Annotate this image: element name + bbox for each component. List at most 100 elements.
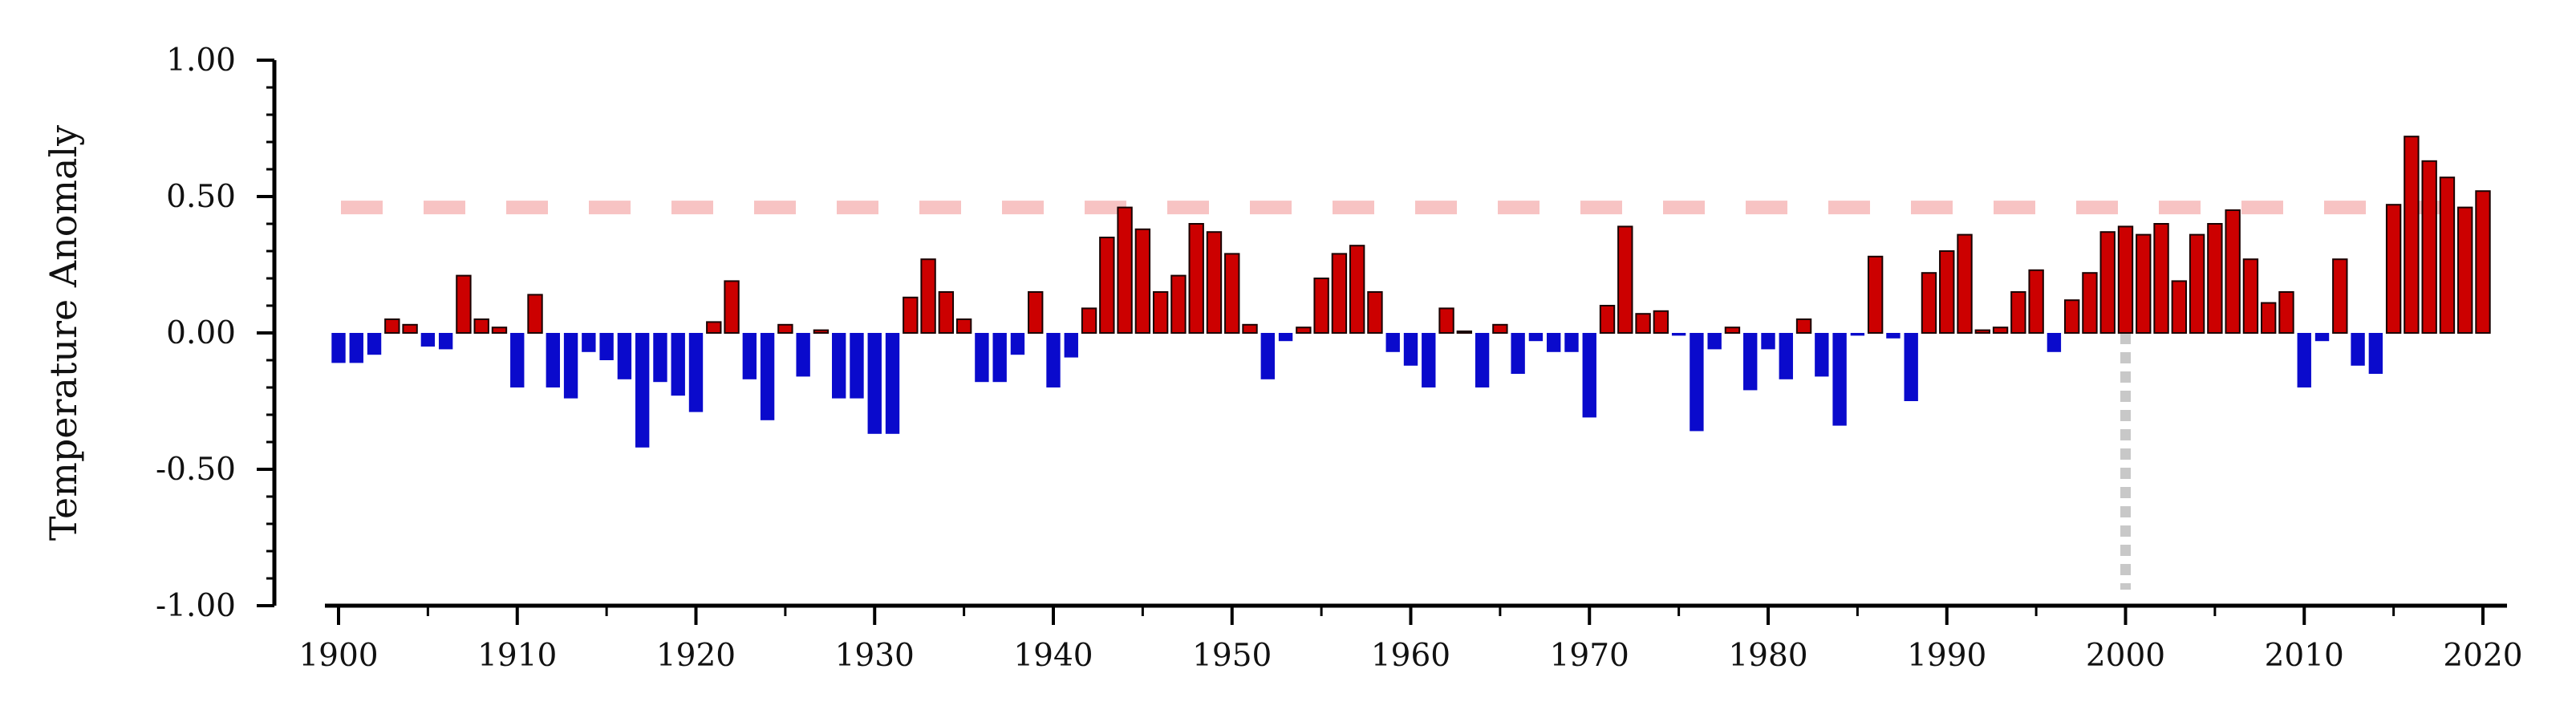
bar-1910: [510, 333, 525, 387]
bar-2015: [2385, 204, 2402, 334]
bar-1915: [599, 333, 614, 360]
bar-1980: [1761, 333, 1775, 350]
bar-1977: [1707, 333, 1722, 350]
bar-1954: [1296, 327, 1312, 335]
bar-2007: [2242, 258, 2259, 335]
bar-1983: [1815, 333, 1829, 377]
bar-1966: [1511, 333, 1525, 374]
bar-1917: [635, 333, 650, 448]
bar-1934: [938, 291, 955, 334]
bar-1964: [1475, 333, 1490, 387]
bar-2004: [2189, 233, 2205, 335]
bar-1958: [1367, 291, 1383, 334]
bar-1976: [1690, 333, 1704, 432]
bar-1986: [1867, 255, 1884, 334]
bar-1999: [2099, 231, 2116, 335]
bar-1984: [1832, 333, 1847, 426]
bar-1911: [527, 294, 543, 334]
bar-2016: [2404, 136, 2420, 334]
bar-1953: [1278, 333, 1293, 342]
bar-1994: [2010, 291, 2026, 334]
bar-2002: [2153, 223, 2169, 334]
bar-1916: [617, 333, 632, 379]
bar-1912: [546, 333, 560, 387]
bar-1937: [992, 333, 1007, 383]
x-tick-label: 1950: [1192, 638, 1272, 674]
bar-1933: [920, 258, 936, 335]
bar-1982: [1795, 318, 1812, 334]
bar-2008: [2261, 302, 2277, 335]
x-tick-label: 1970: [1550, 638, 1629, 674]
bar-2005: [2207, 223, 2223, 334]
bar-1906: [438, 333, 453, 350]
bar-1967: [1528, 333, 1544, 342]
bar-1957: [1349, 245, 1365, 335]
bar-1996: [2047, 333, 2062, 352]
bar-1949: [1206, 231, 1223, 335]
bar-1961: [1422, 333, 1436, 387]
bar-1955: [1313, 278, 1329, 334]
bar-1922: [724, 280, 740, 334]
bar-2009: [2278, 291, 2294, 334]
bar-1965: [1492, 323, 1508, 334]
bar-2001: [2136, 233, 2152, 335]
bar-1936: [975, 333, 989, 383]
bar-1993: [1992, 327, 2009, 335]
x-tick-label: 2020: [2443, 638, 2522, 674]
bar-1913: [563, 333, 578, 399]
bar-2006: [2225, 209, 2241, 334]
x-tick-label: 1900: [298, 638, 378, 674]
bar-1997: [2063, 299, 2080, 335]
bar-1907: [456, 274, 472, 335]
bar-1992: [1974, 329, 1990, 335]
bar-1998: [2082, 272, 2098, 335]
bar-1923: [742, 333, 757, 379]
bar-1924: [760, 333, 775, 420]
bar-1950: [1224, 253, 1240, 334]
bar-2012: [2332, 258, 2348, 335]
bar-1928: [832, 333, 846, 399]
x-tick-label: 1980: [1728, 638, 1807, 674]
bar-2018: [2439, 176, 2456, 334]
bar-1948: [1188, 223, 1204, 334]
bar-1956: [1331, 253, 1348, 334]
bar-1973: [1635, 313, 1651, 335]
bar-2010: [2297, 333, 2311, 387]
bar-1902: [367, 333, 382, 355]
bar-1943: [1099, 237, 1115, 334]
y-tick-label: 0.50: [166, 179, 236, 215]
bar-1975: [1671, 333, 1686, 336]
x-tick-label: 1930: [835, 638, 915, 674]
bar-1970: [1582, 333, 1596, 418]
bar-1987: [1886, 333, 1901, 339]
bar-1920: [688, 333, 704, 412]
bar-1919: [671, 333, 685, 396]
bar-1947: [1170, 274, 1187, 335]
bar-2011: [2314, 333, 2330, 342]
bar-1945: [1134, 228, 1151, 334]
bar-1972: [1617, 225, 1633, 334]
bar-1935: [955, 318, 972, 334]
bar-1990: [1939, 250, 1955, 334]
bar-1979: [1743, 333, 1758, 391]
bar-1905: [420, 333, 436, 347]
bar-2017: [2421, 160, 2437, 334]
bar-1929: [850, 333, 864, 399]
bar-1963: [1456, 331, 1473, 334]
bar-2014: [2368, 333, 2383, 374]
bar-1959: [1385, 333, 1400, 352]
x-tick-label: 2000: [2086, 638, 2165, 674]
y-tick-label: -0.50: [156, 452, 236, 488]
x-tick-label: 1960: [1371, 638, 1450, 674]
bar-1908: [473, 318, 489, 334]
bar-1904: [402, 323, 418, 334]
bar-1942: [1081, 307, 1097, 334]
bar-1927: [813, 329, 830, 335]
bar-1985: [1850, 333, 1865, 336]
bar-2019: [2457, 206, 2473, 334]
bar-1903: [384, 318, 400, 334]
bar-1978: [1724, 327, 1741, 335]
x-tick-label: 1910: [477, 638, 557, 674]
bar-1989: [1921, 272, 1937, 335]
